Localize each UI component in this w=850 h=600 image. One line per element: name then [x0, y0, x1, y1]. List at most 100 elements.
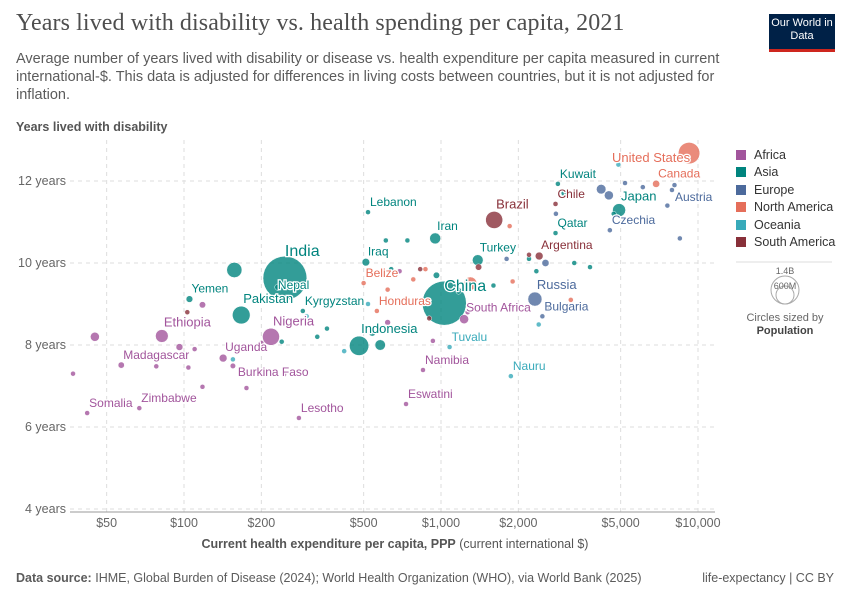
data-point: [610, 211, 617, 217]
y-tick-label: 6 years: [25, 420, 66, 434]
owid-logo[interactable]: Our World in Data: [769, 14, 835, 52]
data-point-russia: [527, 291, 543, 307]
x-axis-label: Current health expenditure per capita, P…: [0, 537, 790, 551]
data-point: [506, 223, 513, 229]
x-tick-label: $100: [170, 516, 198, 530]
legend-item-africa[interactable]: Africa: [736, 146, 835, 164]
data-point-namibia: [420, 367, 426, 373]
point-label: Somalia: [89, 396, 133, 410]
data-point: [568, 297, 574, 303]
data-point-madagascar: [117, 361, 125, 369]
legend-item-north-america[interactable]: North America: [736, 199, 835, 217]
data-point: [544, 305, 551, 311]
x-tick-label: $200: [247, 516, 275, 530]
legend-item-south-america[interactable]: South America: [736, 234, 835, 252]
point-label: China: [444, 278, 486, 295]
legend-swatch: [736, 167, 746, 178]
point-label: Iran: [437, 219, 458, 233]
point-label: Brazil: [496, 196, 529, 211]
data-point: [243, 385, 250, 391]
point-label: Namibia: [425, 353, 469, 367]
data-point: [574, 170, 581, 176]
data-point-iraq: [361, 258, 370, 267]
data-point: [185, 364, 192, 371]
point-label: Lesotho: [301, 401, 344, 415]
legend-label: Europe: [754, 182, 795, 197]
data-point: [509, 278, 516, 285]
legend-item-oceania[interactable]: Oceania: [736, 216, 835, 234]
point-label: Russia: [537, 277, 578, 292]
data-point: [384, 286, 391, 293]
data-point-kyrgyzstan: [300, 308, 306, 314]
size-legend-caption: Circles sized by: [746, 312, 824, 324]
point-label: Tuvalu: [452, 330, 488, 344]
legend-item-asia[interactable]: Asia: [736, 164, 835, 182]
legend: Africa Asia Europe North America Oceania Sout…: [736, 146, 835, 251]
data-point: [278, 338, 285, 345]
point-label: Burkina Faso: [238, 365, 309, 379]
data-point-argentina: [535, 251, 544, 261]
point-label: South Africa: [466, 301, 531, 315]
legend-swatch: [736, 184, 746, 195]
data-point: [175, 343, 184, 351]
data-point: [281, 371, 287, 378]
point-label: Madagascar: [123, 348, 189, 362]
point-label: Pakistan: [243, 291, 293, 306]
data-point-indonesia: [349, 335, 369, 356]
data-point-kuwait: [555, 181, 561, 187]
data-point-nauru: [508, 373, 514, 379]
data-point: [604, 190, 614, 201]
data-point: [365, 301, 371, 307]
data-point: [560, 190, 567, 197]
size-legend-variable: Population: [757, 325, 814, 337]
legend-swatch: [736, 219, 746, 230]
legend-label: North America: [754, 200, 834, 215]
license[interactable]: life-expectancy | CC BY: [702, 571, 834, 585]
data-point-zimbabwe: [136, 405, 143, 411]
point-label: Eswatini: [408, 387, 453, 401]
data-point: [596, 184, 607, 195]
data-point: [230, 356, 236, 363]
point-label: Iraq: [368, 244, 389, 258]
legend-swatch: [736, 202, 746, 213]
x-tick-label: $2,000: [499, 516, 537, 530]
source-text: IHME, Global Burden of Disease (2024); W…: [95, 571, 642, 585]
logo-text: Our World in Data: [771, 17, 833, 42]
data-point-qatar: [552, 230, 559, 236]
legend-item-europe[interactable]: Europe: [736, 181, 835, 199]
data-point: [464, 309, 471, 315]
data-point-india: [262, 255, 308, 301]
data-point: [314, 334, 321, 340]
data-point: [166, 395, 173, 402]
point-label: Chile: [558, 187, 586, 201]
data-point-brazil: [485, 211, 503, 229]
data-point: [70, 370, 76, 377]
data-point: [535, 321, 542, 328]
data-point: [388, 266, 394, 272]
data-point: [226, 262, 243, 278]
x-axis-unit: (current international $): [459, 537, 589, 551]
data-point: [368, 328, 376, 337]
point-label: Kyrgyzstan: [305, 294, 364, 308]
data-point: [475, 263, 483, 271]
point-label: Japan: [621, 189, 656, 204]
point-label: United States: [612, 150, 691, 165]
point-label: Kuwait: [560, 167, 597, 181]
point-label: Qatar: [558, 216, 588, 230]
data-point: [303, 313, 310, 320]
legend-swatch: [736, 237, 746, 248]
data-point-czechia: [607, 227, 613, 233]
point-label: Canada: [658, 166, 700, 180]
chart-title: Years lived with disability vs. health s…: [16, 10, 625, 36]
point-label: Argentina: [541, 238, 593, 252]
data-point: [526, 252, 532, 258]
x-tick-label: $1,000: [422, 516, 460, 530]
y-tick-label: 4 years: [25, 502, 66, 516]
point-label: Lebanon: [370, 195, 417, 209]
data-point: [664, 202, 671, 209]
data-point-bulgaria: [539, 313, 546, 320]
legend-label: South America: [754, 235, 836, 250]
size-legend-value: 1.4B: [776, 266, 795, 276]
